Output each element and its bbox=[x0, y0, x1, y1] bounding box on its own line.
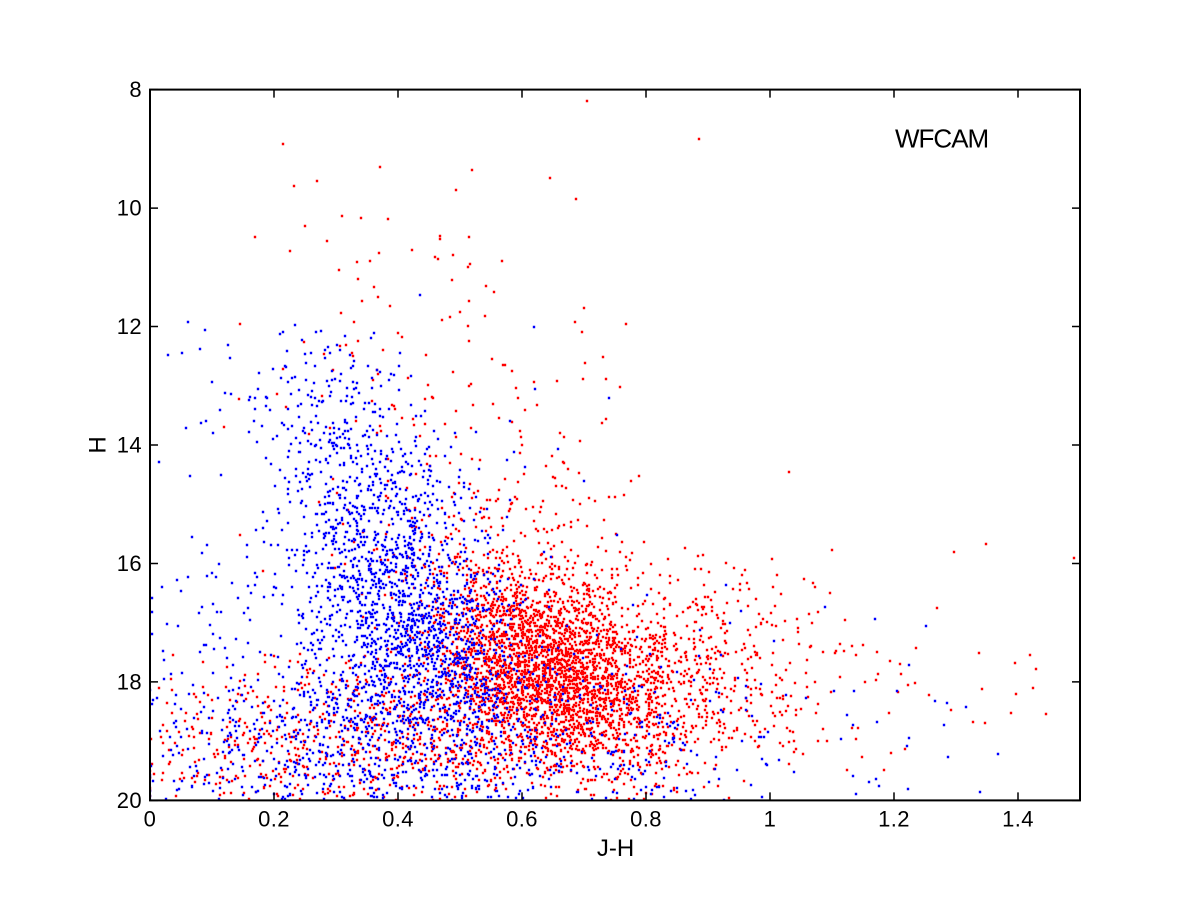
svg-text:WFCAM: WFCAM bbox=[895, 124, 988, 154]
svg-text:14: 14 bbox=[117, 433, 142, 458]
svg-text:10: 10 bbox=[117, 196, 142, 221]
svg-text:0.4: 0.4 bbox=[382, 807, 414, 832]
svg-text:20: 20 bbox=[117, 788, 142, 813]
svg-text:0.8: 0.8 bbox=[630, 807, 662, 832]
svg-text:0: 0 bbox=[144, 807, 157, 832]
svg-text:16: 16 bbox=[117, 551, 142, 576]
svg-text:1.2: 1.2 bbox=[878, 807, 910, 832]
svg-text:18: 18 bbox=[117, 669, 142, 694]
svg-text:0.6: 0.6 bbox=[506, 807, 538, 832]
svg-text:0.2: 0.2 bbox=[258, 807, 290, 832]
svg-text:12: 12 bbox=[117, 314, 142, 339]
svg-text:8: 8 bbox=[129, 77, 142, 102]
svg-text:J-H: J-H bbox=[597, 835, 634, 862]
svg-text:H: H bbox=[85, 436, 112, 453]
svg-text:1.4: 1.4 bbox=[1002, 807, 1034, 832]
svg-text:1: 1 bbox=[764, 807, 777, 832]
